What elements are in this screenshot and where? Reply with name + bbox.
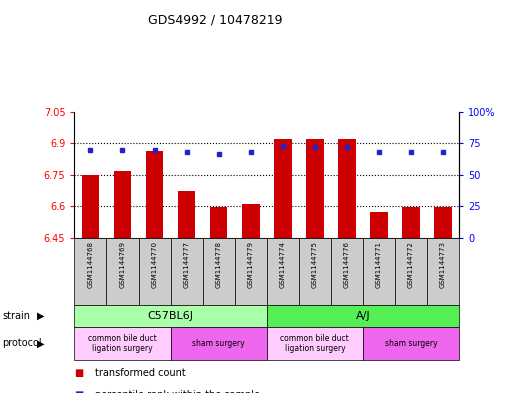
Bar [106, 238, 139, 305]
Bar [338, 139, 356, 238]
Text: GDS4992 / 10478219: GDS4992 / 10478219 [148, 14, 283, 27]
Text: GSM1144775: GSM1144775 [312, 241, 318, 288]
Text: GSM1144768: GSM1144768 [87, 241, 93, 288]
Text: GSM1144771: GSM1144771 [376, 241, 382, 288]
Text: common bile duct
ligation surgery: common bile duct ligation surgery [88, 334, 157, 353]
Text: GSM1144776: GSM1144776 [344, 241, 350, 288]
Text: percentile rank within the sample: percentile rank within the sample [95, 390, 260, 393]
Bar [267, 238, 299, 305]
Text: GSM1144769: GSM1144769 [120, 241, 126, 288]
Text: GSM1144773: GSM1144773 [440, 241, 446, 288]
Bar [82, 175, 99, 238]
Bar [74, 305, 267, 327]
Text: sham surgery: sham surgery [192, 339, 245, 348]
Text: ■: ■ [74, 390, 84, 393]
Text: ▶: ▶ [37, 338, 45, 349]
Text: GSM1144774: GSM1144774 [280, 241, 286, 288]
Bar [306, 139, 324, 238]
Text: GSM1144772: GSM1144772 [408, 241, 414, 288]
Text: common bile duct
ligation surgery: common bile duct ligation surgery [281, 334, 349, 353]
Text: ■: ■ [74, 368, 84, 378]
Text: protocol: protocol [3, 338, 42, 349]
Bar [203, 238, 234, 305]
Bar [170, 327, 267, 360]
Bar [114, 171, 131, 238]
Text: GSM1144770: GSM1144770 [151, 241, 157, 288]
Bar [267, 327, 363, 360]
Text: strain: strain [3, 311, 31, 321]
Bar [435, 208, 452, 238]
Bar [146, 151, 163, 238]
Bar [234, 238, 267, 305]
Bar [139, 238, 170, 305]
Text: GSM1144778: GSM1144778 [215, 241, 222, 288]
Bar [427, 238, 459, 305]
Text: GSM1144779: GSM1144779 [248, 241, 254, 288]
Bar [363, 238, 395, 305]
Bar [178, 191, 195, 238]
Bar [242, 204, 260, 238]
Text: C57BL6J: C57BL6J [148, 311, 193, 321]
Text: sham surgery: sham surgery [385, 339, 438, 348]
Bar [210, 208, 227, 238]
Bar [370, 211, 388, 238]
Text: transformed count: transformed count [95, 368, 186, 378]
Bar [395, 238, 427, 305]
Text: GSM1144777: GSM1144777 [184, 241, 190, 288]
Bar [74, 238, 106, 305]
Bar [74, 327, 170, 360]
Bar [331, 238, 363, 305]
Bar [267, 305, 459, 327]
Bar [363, 327, 459, 360]
Text: ▶: ▶ [37, 311, 45, 321]
Bar [274, 139, 291, 238]
Text: A/J: A/J [356, 311, 370, 321]
Bar [170, 238, 203, 305]
Bar [402, 208, 420, 238]
Bar [299, 238, 331, 305]
